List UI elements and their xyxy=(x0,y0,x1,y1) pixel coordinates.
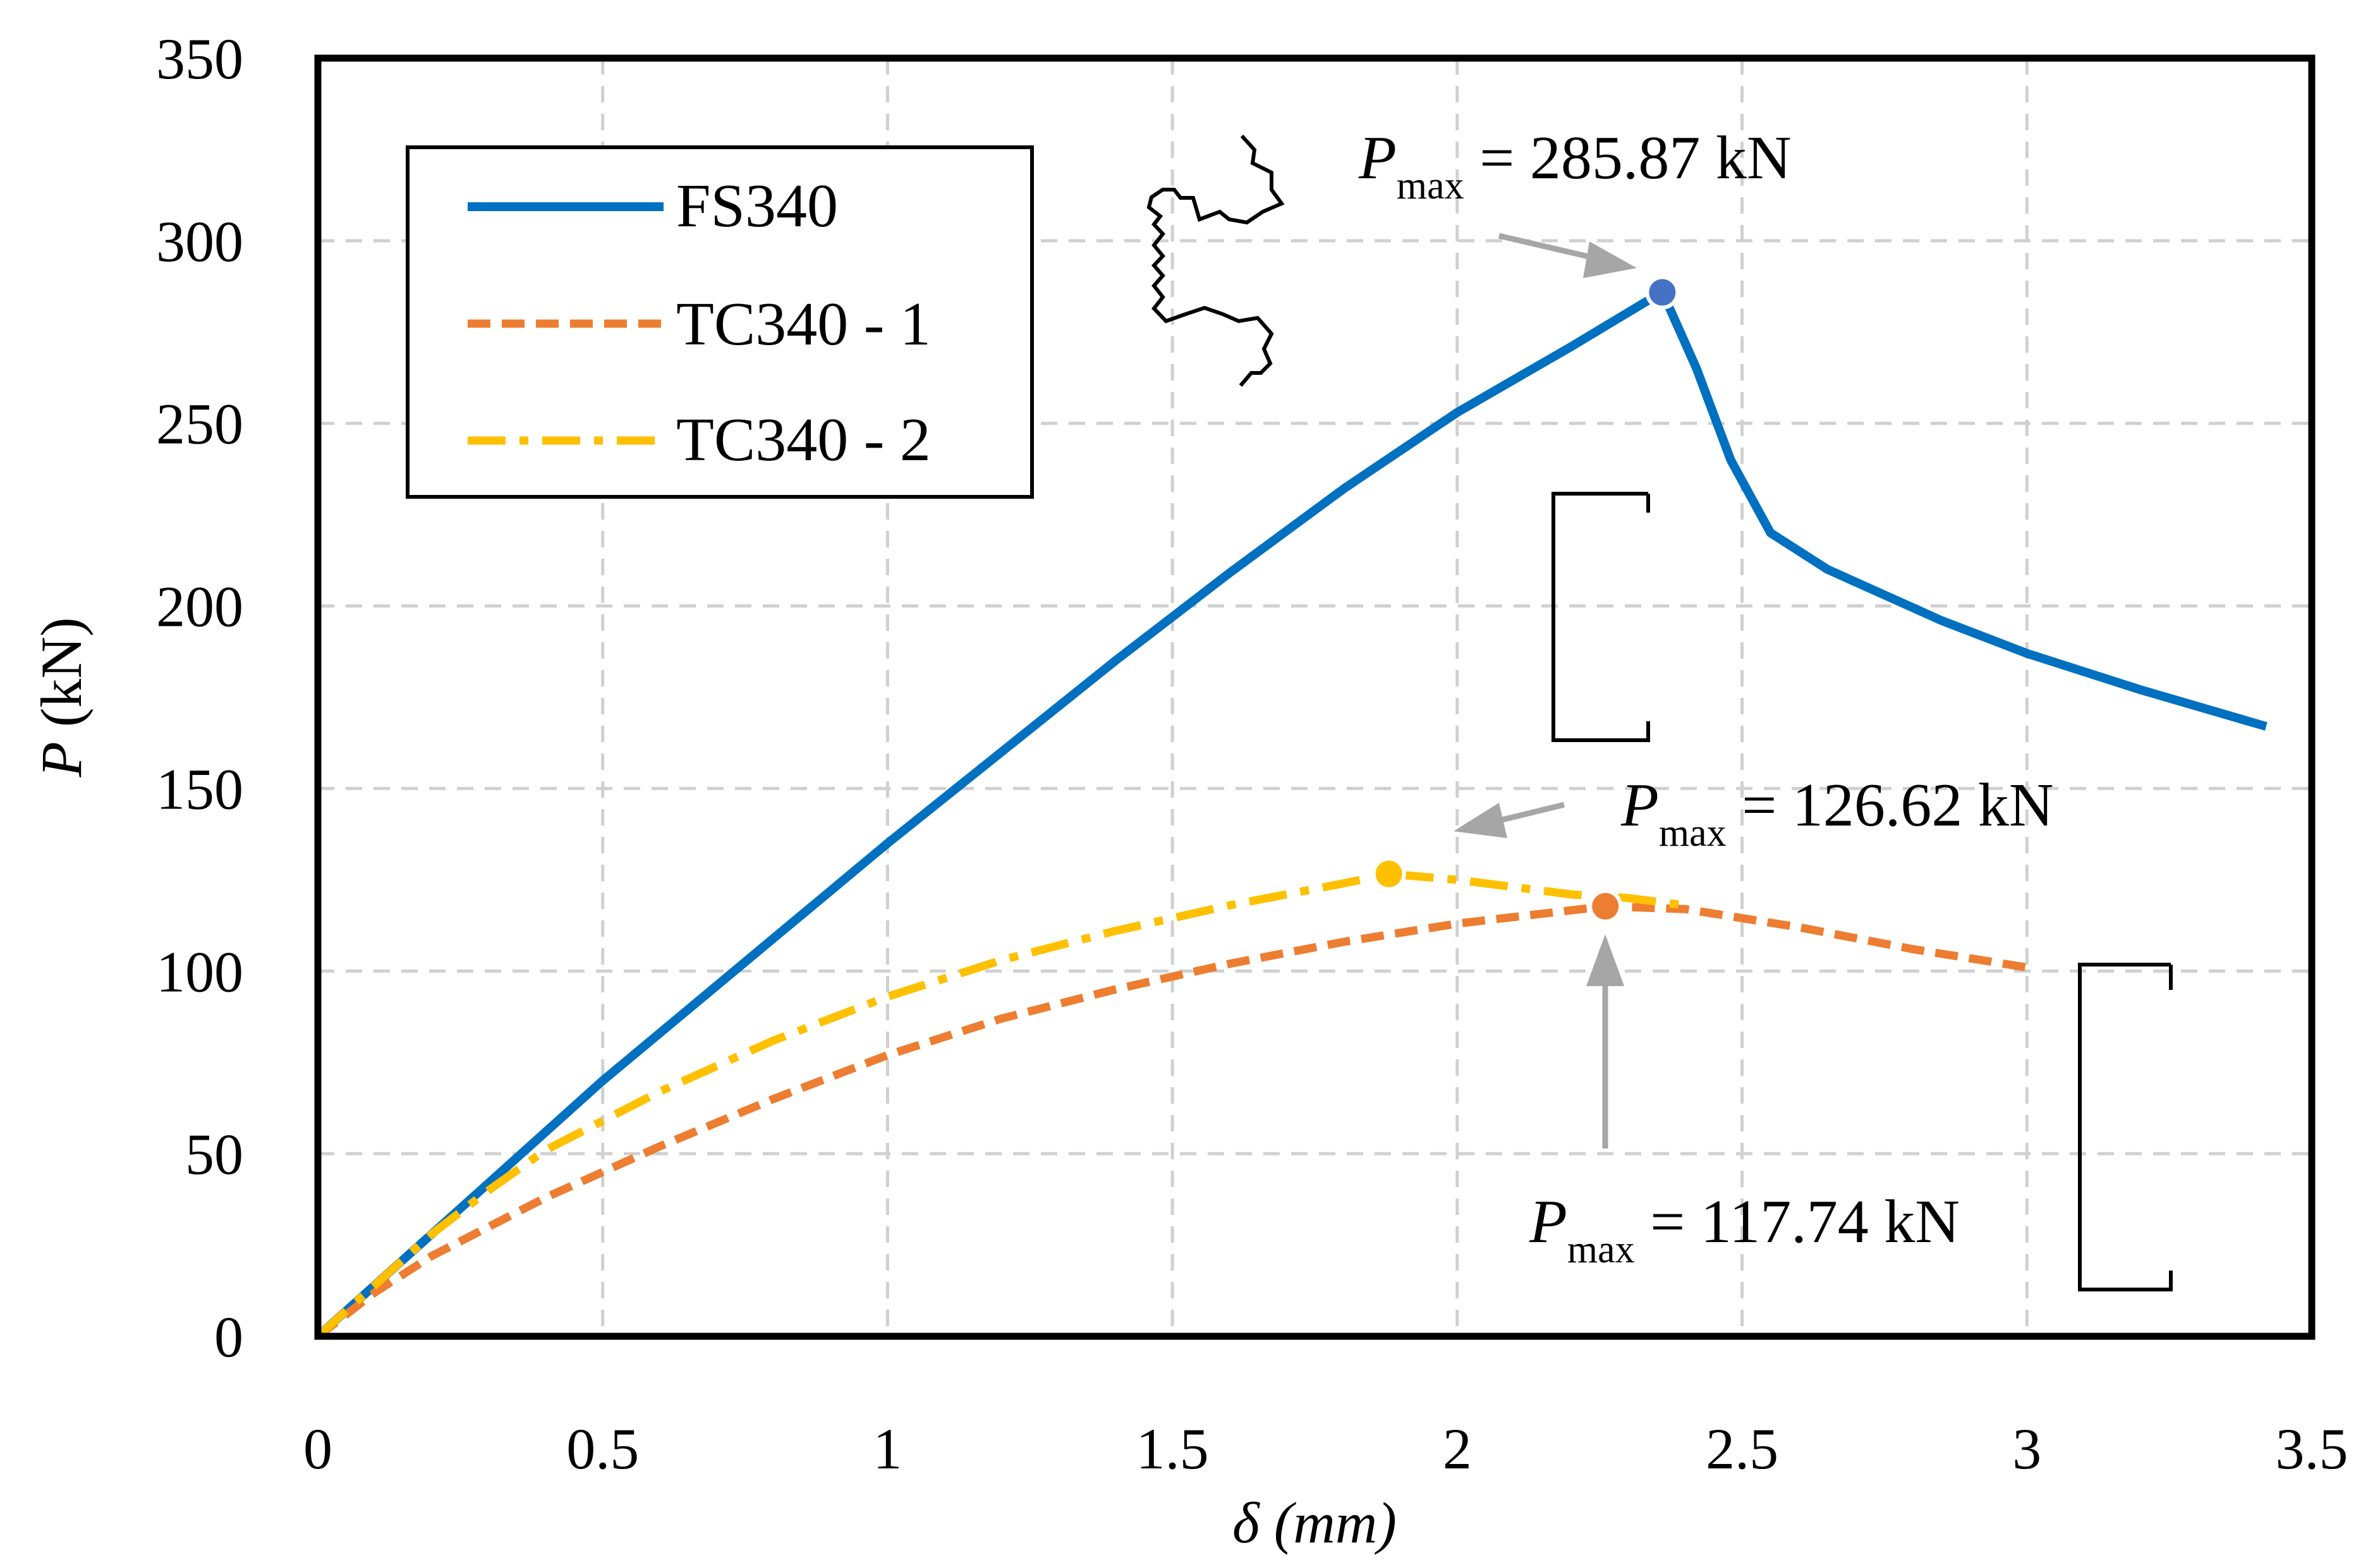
peak-label-tc340-2: Pmax = 126.62 kN xyxy=(1620,771,2054,855)
y-axis-title-unit: (kN) xyxy=(29,618,94,742)
x-tick-label: 2.5 xyxy=(1706,1417,1778,1481)
y-tick-label: 50 xyxy=(185,1122,243,1186)
plot-frame xyxy=(314,54,2316,1340)
peak-marker-fs340 xyxy=(1645,275,1680,310)
x-tick-label: 3.5 xyxy=(2276,1417,2348,1481)
x-tick-label: 3 xyxy=(2012,1417,2041,1481)
peak-marker-tc340-1 xyxy=(1588,889,1623,924)
x-tick-label: 0 xyxy=(303,1417,332,1481)
x-tick-label: 2 xyxy=(1443,1417,1472,1481)
series-line-tc340-2 xyxy=(315,870,1686,1339)
legend-label-tc340-1: TC340 - 1 xyxy=(676,290,931,358)
tick-labels: 0 0.5 1 1.5 2 2.5 3 3.5 0 50 100 150 200 250 300 350 xyxy=(156,27,2348,1481)
y-axis-title-symbol: P xyxy=(29,741,94,777)
corrugated-section-sketch xyxy=(1146,134,1285,387)
channel-section-sketch-1 xyxy=(1551,492,1650,742)
peak-label-tc340-1: Pmax = 117.74 kN xyxy=(1529,1188,1960,1271)
y-tick-label: 150 xyxy=(156,757,243,821)
peak-label-fs340: Pmax = 285.87 kN xyxy=(1358,124,1792,207)
series-line-tc340-1 xyxy=(315,902,2028,1340)
y-tick-label: 300 xyxy=(156,209,243,274)
y-axis-title: P (kN) xyxy=(29,618,94,778)
y-tick-label: 100 xyxy=(156,939,243,1004)
y-tick-label: 250 xyxy=(156,392,243,456)
x-axis-title: δ (mm) xyxy=(1232,1491,1397,1555)
x-tick-label: 1.5 xyxy=(1136,1417,1209,1481)
annotation-arrow-tc340-2 xyxy=(1454,802,1565,838)
annotation-arrow-tc340-1 xyxy=(1586,934,1624,1149)
x-tick-label: 1 xyxy=(873,1417,902,1481)
legend-label-tc340-2: TC340 - 2 xyxy=(676,406,931,474)
legend-label-fs340: FS340 xyxy=(676,172,838,240)
peak-markers xyxy=(1371,275,1680,924)
y-tick-label: 200 xyxy=(156,575,243,639)
peak-marker-tc340-2 xyxy=(1371,857,1406,891)
x-tick-label: 0.5 xyxy=(566,1417,639,1481)
legend: FS340 TC340 - 1 TC340 - 2 xyxy=(406,145,1034,499)
series-lines xyxy=(315,287,2268,1340)
y-tick-label: 350 xyxy=(156,27,243,91)
channel-section-sketch-2 xyxy=(2078,963,2173,1291)
series-line-fs340 xyxy=(315,287,2268,1340)
y-tick-label: 0 xyxy=(214,1305,243,1369)
annotation-arrow-fs340 xyxy=(1498,233,1637,278)
